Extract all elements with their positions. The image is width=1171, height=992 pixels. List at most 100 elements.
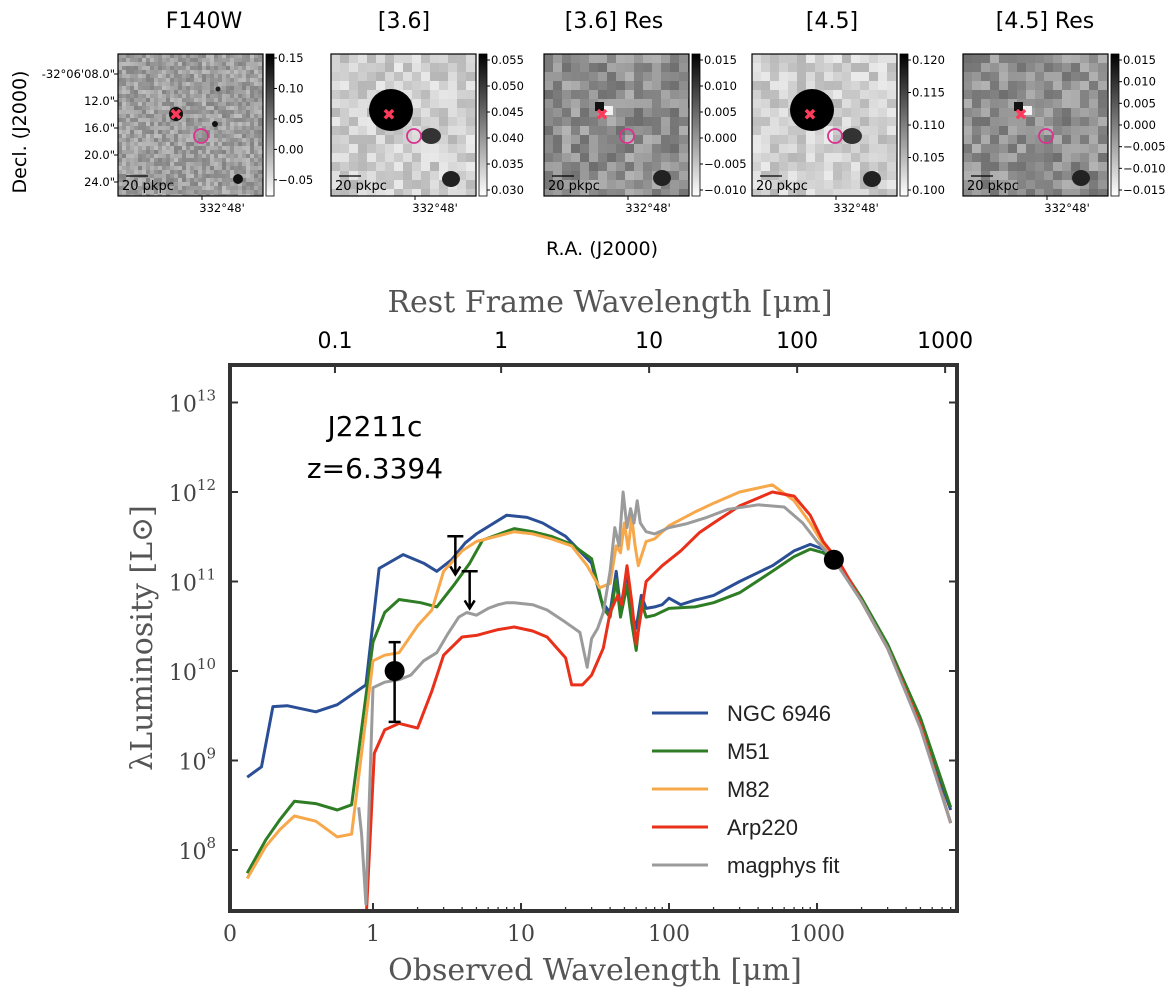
image-pixel xyxy=(258,94,262,98)
image-pixel xyxy=(166,58,170,62)
image-pixel xyxy=(206,170,210,174)
image-pixel xyxy=(571,144,580,153)
image-pixel xyxy=(202,122,206,126)
image-pixel xyxy=(448,117,457,126)
image-pixel xyxy=(222,86,226,90)
image-pixel xyxy=(230,70,234,74)
image-pixel xyxy=(616,81,625,90)
image-pixel xyxy=(358,99,367,108)
image-pixel xyxy=(616,72,625,81)
image-pixel xyxy=(254,90,258,94)
image-pixel xyxy=(254,142,258,146)
image-pixel xyxy=(178,98,182,102)
image-pixel xyxy=(553,99,562,108)
image-pixel xyxy=(174,154,178,158)
image-pixel xyxy=(331,81,340,90)
image-pixel xyxy=(752,135,761,144)
image-pixel xyxy=(990,72,999,81)
image-pixel xyxy=(202,126,206,130)
image-pixel xyxy=(234,134,238,138)
image-pixel xyxy=(589,144,598,153)
image-pixel xyxy=(150,82,154,86)
image-pixel xyxy=(1035,72,1044,81)
image-pixel xyxy=(174,142,178,146)
image-pixel xyxy=(146,66,150,70)
image-pixel xyxy=(142,58,146,62)
image-pixel xyxy=(190,62,194,66)
image-pixel xyxy=(174,162,178,166)
image-pixel xyxy=(138,58,142,62)
image-pixel xyxy=(226,170,230,174)
image-pixel xyxy=(226,110,230,114)
image-pixel xyxy=(571,180,580,189)
image-pixel xyxy=(210,142,214,146)
image-pixel xyxy=(580,99,589,108)
image-pixel xyxy=(403,189,412,196)
image-pixel xyxy=(238,70,242,74)
image-pixel xyxy=(234,194,238,196)
image-pixel xyxy=(134,114,138,118)
image-pixel xyxy=(981,126,990,135)
image-pixel xyxy=(1026,81,1035,90)
image-pixel xyxy=(679,135,688,144)
source-blob xyxy=(1072,170,1090,186)
image-pixel xyxy=(254,166,258,170)
image-pixel xyxy=(170,182,174,186)
image-pixel xyxy=(126,190,130,194)
image-pixel xyxy=(634,144,643,153)
image-pixel xyxy=(340,72,349,81)
image-pixel xyxy=(412,72,421,81)
image-pixel xyxy=(421,144,430,153)
image-pixel xyxy=(385,54,394,63)
image-pixel xyxy=(198,170,202,174)
image-pixel xyxy=(238,74,242,78)
image-pixel xyxy=(254,66,258,70)
image-pixel xyxy=(174,90,178,94)
image-pixel xyxy=(1098,162,1107,171)
image-pixel xyxy=(242,130,246,134)
curve-group xyxy=(245,483,953,911)
image-pixel xyxy=(254,106,258,110)
image-pixel xyxy=(226,118,230,122)
image-pixel xyxy=(1044,90,1053,99)
image-pixel xyxy=(178,94,182,98)
image-pixel xyxy=(118,74,122,78)
object-redshift: z=6.3394 xyxy=(307,452,443,485)
image-pixel xyxy=(367,90,376,99)
image-pixel xyxy=(562,54,571,63)
image-pixel xyxy=(258,170,262,174)
image-pixel xyxy=(138,98,142,102)
image-pixel xyxy=(210,90,214,94)
image-pixel xyxy=(118,82,122,86)
image-pixel xyxy=(186,130,190,134)
image-pixel xyxy=(254,118,258,122)
image-pixel xyxy=(134,170,138,174)
image-pixel xyxy=(238,186,242,190)
image-pixel xyxy=(981,54,990,63)
image-pixel xyxy=(146,114,150,118)
image-pixel xyxy=(1035,189,1044,196)
image-pixel xyxy=(134,146,138,150)
image-pixel xyxy=(250,158,254,162)
image-pixel xyxy=(403,63,412,72)
image-pixel xyxy=(146,78,150,82)
image-pixel xyxy=(254,70,258,74)
image-pixel xyxy=(218,118,222,122)
image-pixel xyxy=(752,126,761,135)
image-pixel xyxy=(162,102,166,106)
image-pixel xyxy=(210,146,214,150)
image-pixel xyxy=(118,62,122,66)
image-pixel xyxy=(797,135,806,144)
image-pixel xyxy=(625,135,634,144)
image-pixel xyxy=(134,54,138,58)
image-pixel xyxy=(170,162,174,166)
image-pixel xyxy=(142,170,146,174)
image-pixel xyxy=(972,99,981,108)
image-pixel xyxy=(242,54,246,58)
image-pixel xyxy=(887,81,896,90)
image-pixel xyxy=(439,117,448,126)
image-pixel xyxy=(246,62,250,66)
image-pixel xyxy=(226,178,230,182)
image-pixel xyxy=(815,153,824,162)
image-pixel xyxy=(788,162,797,171)
